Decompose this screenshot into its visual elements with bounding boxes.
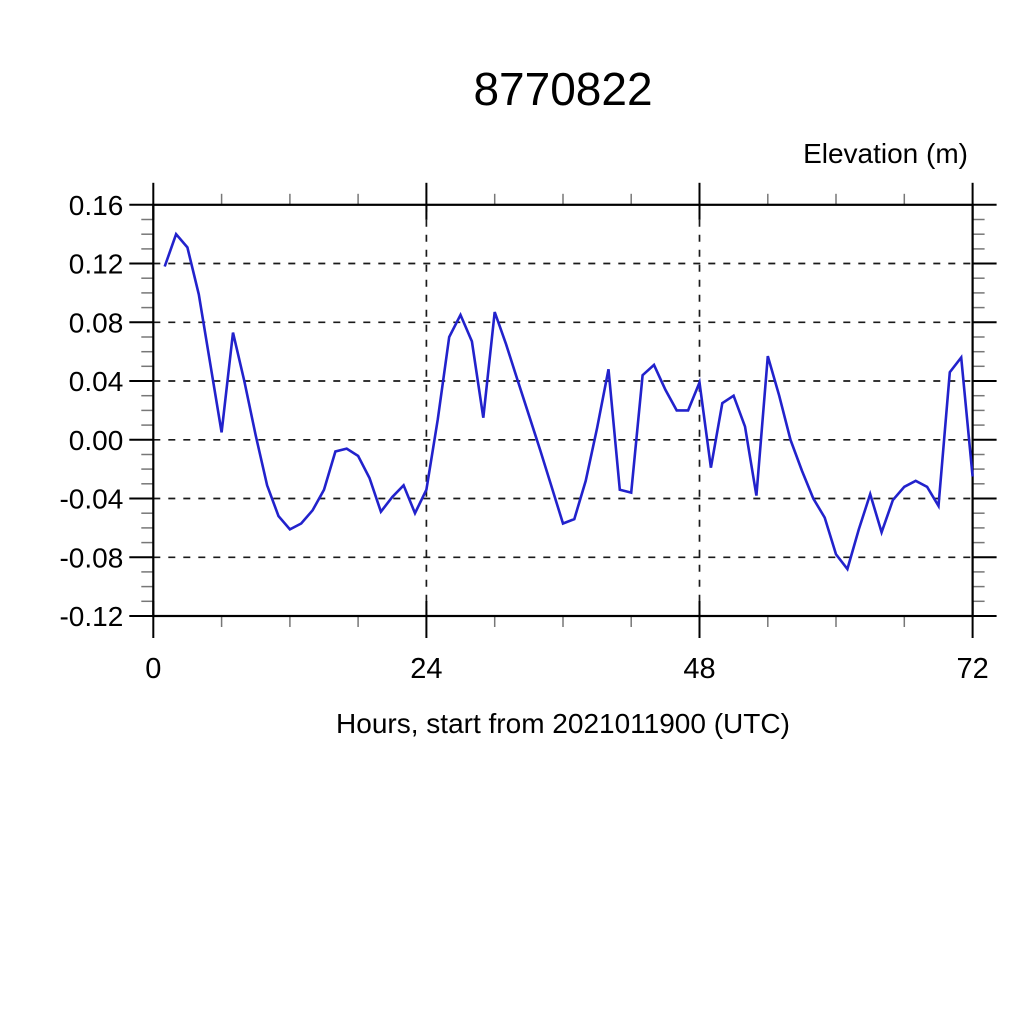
elevation-line [163, 231, 974, 572]
x-tick-label: 24 [410, 653, 442, 685]
y-tick-label: -0.08 [59, 542, 123, 573]
y-tick-label: -0.04 [59, 484, 123, 515]
y-tick-label: 0.08 [69, 307, 124, 338]
y-tick-label: 0.00 [69, 425, 124, 456]
x-axis-label: Hours, start from 2021011900 (UTC) [336, 708, 790, 739]
chart-title: 8770822 [473, 63, 652, 115]
x-tick-label: 48 [683, 653, 715, 685]
x-tick-label: 72 [956, 653, 988, 685]
y-tick-label: 0.16 [69, 190, 124, 221]
y-tick-label: 0.04 [69, 366, 124, 397]
plot-box [152, 203, 974, 618]
x-tick-label: 0 [145, 653, 161, 685]
plot-geometry: 0.16 0.12 0.08 0.04 0.00 -0.04 -0.08 -0.12 0 24 48… [59, 182, 997, 685]
y-tick-label: 0.12 [69, 249, 124, 280]
y-tick-label: -0.12 [59, 601, 123, 632]
right-axis-label: Elevation (m) [803, 138, 968, 169]
